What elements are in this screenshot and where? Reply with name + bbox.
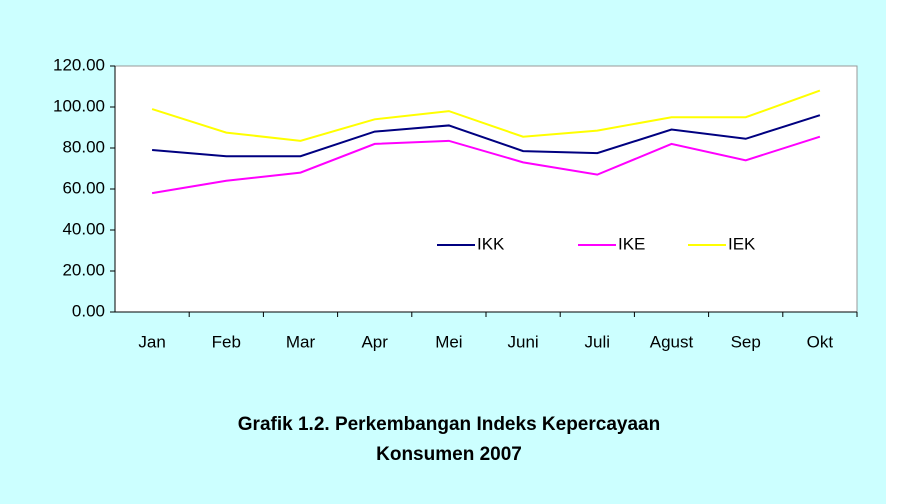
x-tick-label: Jan xyxy=(138,332,165,351)
line-series xyxy=(152,114,821,158)
plot-area xyxy=(114,65,858,313)
y-tick-label: 20.00 xyxy=(62,260,105,279)
chart-title: Grafik 1.2. Perkembangan Indeks Kepercay… xyxy=(237,414,661,465)
x-tick-label: Feb xyxy=(212,332,241,351)
x-tick-label: Mei xyxy=(435,332,462,351)
line-series xyxy=(151,89,821,142)
x-tick-label: Okt xyxy=(807,332,834,351)
y-tick-label: 100.00 xyxy=(53,96,105,115)
x-tick-label: Sep xyxy=(731,332,761,351)
y-tick-label: 60.00 xyxy=(62,178,105,197)
line-series xyxy=(151,135,821,195)
x-tick-label: Apr xyxy=(361,332,388,351)
legend-label: IKE xyxy=(618,234,645,253)
x-tick-label: Mar xyxy=(286,332,316,351)
x-tick-label: Juni xyxy=(508,332,539,351)
y-tick-label: 0.00 xyxy=(72,301,105,320)
x-tick-label: Juli xyxy=(585,332,611,351)
y-tick-label: 40.00 xyxy=(62,219,105,238)
legend-label: IKK xyxy=(477,234,505,253)
y-tick-label: 120.00 xyxy=(53,55,105,74)
y-tick-label: 80.00 xyxy=(62,137,105,156)
x-tick-label: Agust xyxy=(650,332,694,351)
legend-label: IEK xyxy=(728,234,756,253)
